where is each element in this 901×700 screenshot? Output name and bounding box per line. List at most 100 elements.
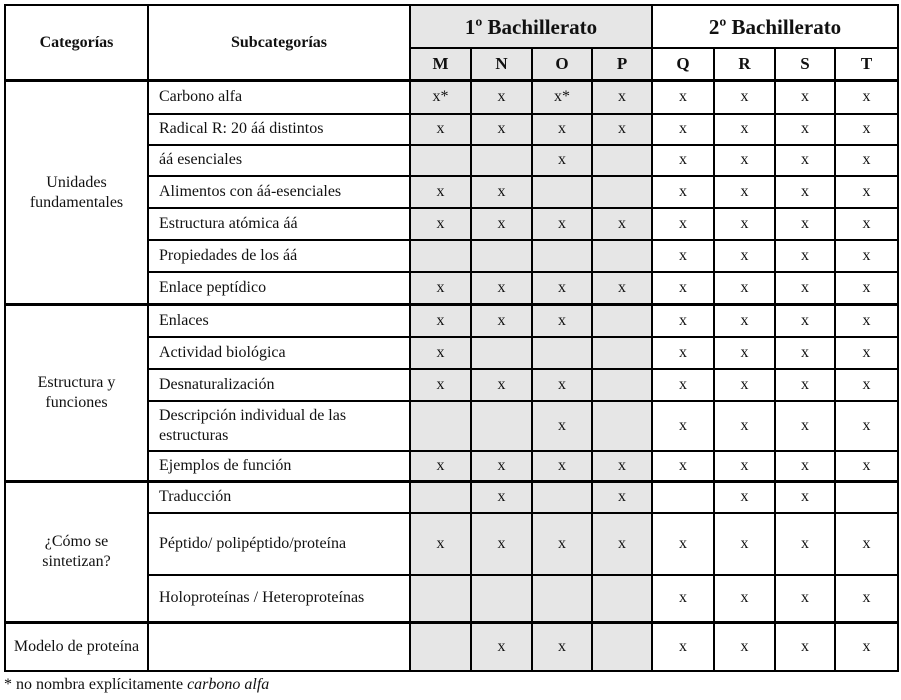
mark-cell-p: x: [590, 480, 654, 514]
mark-cell-r: x: [713, 573, 777, 624]
mark-cell-o: [531, 238, 593, 273]
subcategory-cell: Holoproteínas / Heteroproteínas: [147, 573, 411, 624]
mark-cell-t: x: [834, 399, 900, 452]
mark-cell-s: x: [774, 621, 837, 672]
mark-cell-m: x: [409, 206, 472, 241]
mark-cell-r: x: [713, 79, 777, 115]
subcategory-cell: Ejemplos de función: [147, 449, 411, 483]
subcategory-cell: Descripción individual de las estructura…: [147, 399, 411, 452]
mark-cell-s: x: [774, 303, 837, 338]
mark-cell-p: [590, 573, 654, 624]
mark-cell-n: x: [470, 79, 533, 115]
mark-cell-s: x: [774, 480, 837, 514]
mark-cell-s: x: [774, 573, 837, 624]
mark-cell-m: [409, 399, 472, 452]
mark-cell-p: x: [590, 79, 654, 115]
table-row: Propiedades de los áá x x x x: [5, 238, 900, 273]
mark-cell-s: x: [774, 112, 837, 146]
mark-cell-p: [590, 399, 654, 452]
subcategory-cell: Radical R: 20 áá distintos: [147, 112, 411, 146]
mark-cell-t: x: [834, 174, 900, 209]
mark-cell-s: x: [774, 367, 837, 402]
mark-cell-p: x: [590, 206, 654, 241]
mark-cell-n: x: [470, 480, 533, 514]
mark-cell-q: x: [651, 335, 716, 370]
mark-cell-n: x: [470, 174, 533, 209]
mark-cell-m: x: [409, 270, 472, 306]
mark-cell-m: [409, 621, 472, 672]
mark-cell-m: x: [409, 367, 472, 402]
mark-cell-r: x: [713, 206, 777, 241]
mark-cell-r: x: [713, 511, 777, 576]
table-row: Estructura y funciones Enlaces x x x x x x x: [4, 303, 900, 483]
mark-cell-t: x: [834, 303, 900, 338]
column-header-n: N: [470, 47, 533, 82]
mark-cell-o: x: [531, 511, 593, 576]
column-header-r: R: [713, 47, 777, 82]
table-row: Descripción individual de las estructura…: [5, 399, 900, 452]
mark-cell-p: x: [590, 511, 654, 576]
mark-cell-o: [531, 573, 593, 624]
results-table: Categorías Subcategorías 1º Bachillerato…: [4, 4, 900, 672]
table-row: Holoproteínas / Heteroproteínas x x x x: [5, 573, 900, 624]
category-cell: ¿Cómo se sintetizan?: [4, 480, 149, 624]
header-subcategories: Subcategorías: [147, 4, 411, 82]
mark-cell-o: x*: [531, 79, 593, 115]
mark-cell-r: x: [713, 621, 777, 672]
mark-cell-q: x: [651, 511, 716, 576]
mark-cell-s: x: [774, 511, 837, 576]
header-1-bachillerato: 1º Bachillerato: [408, 4, 654, 49]
mark-cell-q: x: [651, 238, 716, 273]
mark-cell-r: x: [713, 367, 777, 402]
mark-cell-n: [470, 399, 533, 452]
mark-cell-q: x: [651, 270, 716, 306]
category-cell: Estructura y funciones: [4, 303, 149, 483]
mark-cell-t: x: [834, 511, 900, 576]
mark-cell-o: x: [531, 143, 593, 177]
subcategory-cell: Enlace peptídico: [147, 270, 411, 306]
table-row: Radical R: 20 áá distintos x x x x x x x x: [5, 112, 900, 146]
table-row: Estructura atómica áá x x x x x x x x: [5, 206, 900, 241]
mark-cell-s: x: [774, 238, 837, 273]
footnote: * no nombra explícitamente carbono alfa: [4, 676, 269, 694]
category-cell: Unidades fundamentales: [4, 79, 149, 306]
table-row: Ejemplos de función x x x x x x x x: [5, 449, 900, 483]
column-header-s: S: [774, 47, 837, 82]
mark-cell-q: x: [651, 143, 716, 177]
mark-cell-q: x: [651, 573, 716, 624]
subcategory-cell: Desnaturalización: [147, 367, 411, 402]
table-row: Péptido/ polipéptido/proteína x x x x x x x x: [5, 511, 900, 576]
mark-cell-s: x: [774, 79, 837, 115]
mark-cell-n: x: [470, 112, 533, 146]
mark-cell-r: x: [713, 112, 777, 146]
mark-cell-r: x: [713, 449, 777, 483]
mark-cell-r: x: [713, 174, 777, 209]
mark-cell-p: [590, 143, 654, 177]
mark-cell-r: x: [713, 303, 777, 338]
mark-cell-t: x: [834, 112, 900, 146]
mark-cell-r: x: [713, 399, 777, 452]
mark-cell-m: x: [409, 303, 472, 338]
subcategory-cell: Péptido/ polipéptido/proteína: [147, 511, 411, 576]
mark-cell-q: x: [651, 621, 716, 672]
table-row: ¿Cómo se sintetizan? Traducción x x x x: [4, 480, 900, 624]
mark-cell-t: x: [834, 143, 900, 177]
footnote-emphasis: carbono alfa: [187, 676, 270, 693]
column-header-p: P: [590, 47, 654, 82]
mark-cell-r: x: [713, 270, 777, 306]
mark-cell-m: [409, 238, 472, 273]
mark-cell-p: [590, 367, 654, 402]
subcategory-cell: Estructura atómica áá: [147, 206, 411, 241]
mark-cell-o: x: [531, 399, 593, 452]
mark-cell-m: x: [409, 511, 472, 576]
mark-cell-r: x: [713, 335, 777, 370]
mark-cell-s: x: [774, 335, 837, 370]
table-row: Desnaturalización x x x x x x x: [5, 367, 900, 402]
mark-cell-t: x: [834, 270, 900, 306]
mark-cell-o: [531, 335, 593, 370]
subcategory-cell: Carbono alfa: [147, 79, 411, 115]
mark-cell-o: [531, 174, 593, 209]
header-categories: Categorías: [4, 4, 149, 82]
mark-cell-n: [470, 335, 533, 370]
subcategory-cell: Alimentos con áá-esenciales: [147, 174, 411, 209]
